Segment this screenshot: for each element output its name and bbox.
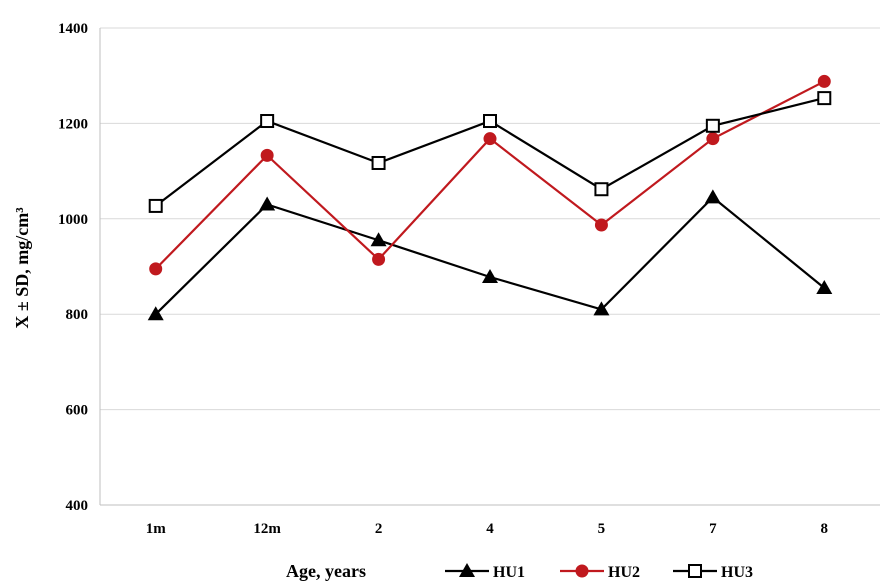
axes <box>99 28 880 506</box>
series-group <box>147 74 833 321</box>
x-tick-label: 2 <box>375 521 383 537</box>
data-point-hu2 <box>260 148 274 162</box>
legend-label: HU1 <box>493 564 525 581</box>
data-point-hu1 <box>593 301 610 316</box>
y-tick-labels: 400 600 800 1000 1200 1400 <box>58 21 88 514</box>
data-point-hu3 <box>483 114 497 129</box>
data-point-hu2 <box>817 74 831 88</box>
data-point-hu3 <box>260 114 275 129</box>
y-tick-label: 800 <box>66 307 89 323</box>
legend-item-hu3: HU3 <box>673 564 753 581</box>
data-point-hu3 <box>705 118 720 133</box>
x-tick-label: 1m <box>146 521 167 537</box>
legend-label: HU2 <box>608 564 640 581</box>
legend-item-hu1: HU1 <box>445 563 525 581</box>
data-point-hu3 <box>594 182 609 197</box>
data-point-hu3 <box>817 91 832 106</box>
data-point-hu3 <box>148 198 163 213</box>
x-tick-labels: 1m 12m 2 4 5 7 8 <box>146 521 828 537</box>
x-tick-label: 8 <box>821 521 829 537</box>
data-point-hu3 <box>371 155 386 170</box>
y-tick-label: 400 <box>66 498 89 514</box>
data-point-hu2 <box>149 262 163 276</box>
data-point-hu1 <box>482 268 498 283</box>
data-point-hu1 <box>816 279 833 294</box>
data-point-hu2 <box>372 252 386 266</box>
y-tick-label: 600 <box>66 403 89 419</box>
y-tick-label: 1400 <box>58 21 88 37</box>
data-point-hu2 <box>483 132 497 146</box>
x-tick-label: 4 <box>486 521 494 537</box>
x-tick-label: 12m <box>253 521 281 537</box>
x-tick-label: 7 <box>709 521 717 537</box>
y-tick-label: 1000 <box>58 212 88 228</box>
data-point-hu1 <box>147 306 164 321</box>
legend-marker <box>688 564 702 578</box>
legend-marker <box>575 564 589 578</box>
series-hu2 <box>149 74 831 276</box>
legend-label: HU3 <box>721 564 753 581</box>
legend-item-hu2: HU2 <box>560 564 640 581</box>
data-point-hu2 <box>706 132 720 146</box>
data-point-hu1 <box>259 196 276 211</box>
gridlines <box>100 27 880 411</box>
legend-marker <box>459 563 475 577</box>
series-hu3 <box>148 91 832 213</box>
x-axis-title: Age, years <box>286 561 366 581</box>
series-hu1 <box>147 189 833 321</box>
series-line-hu1 <box>154 195 825 315</box>
series-line-hu2 <box>154 80 825 270</box>
data-point-hu2 <box>594 218 608 232</box>
data-point-hu1 <box>704 189 721 204</box>
data-point-hu1 <box>370 232 387 247</box>
x-tick-label: 5 <box>598 521 606 537</box>
y-tick-label: 1200 <box>58 116 88 132</box>
y-axis-title: X ± SD, mg/cm³ <box>12 207 32 329</box>
legend: HU1 HU2 HU3 <box>445 563 753 581</box>
